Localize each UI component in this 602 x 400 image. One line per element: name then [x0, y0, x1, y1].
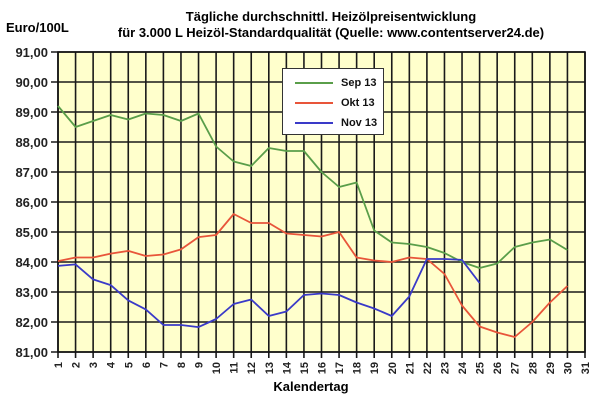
x-tick-label: 15 — [299, 362, 311, 374]
x-tick-label: 14 — [281, 361, 293, 374]
legend-item-nov: Nov 13 — [295, 117, 377, 129]
series-line-sep-13 — [57, 105, 568, 269]
y-tick-label: 85,00 — [15, 225, 48, 240]
x-tick-label: 16 — [317, 362, 329, 374]
series-line-okt-13 — [57, 213, 569, 338]
series-line-nov-13 — [57, 258, 481, 329]
x-tick-label: 23 — [439, 362, 451, 374]
y-tick-label: 90,00 — [15, 75, 48, 90]
chart-title-line2: für 3.000 L Heizöl-Standardqualität (Que… — [117, 25, 545, 40]
x-tick-label: 4 — [106, 361, 118, 368]
x-tick-label: 8 — [176, 362, 188, 368]
x-tick-label: 3 — [88, 362, 100, 368]
legend-swatch-okt — [295, 102, 333, 104]
x-tick-label: 13 — [264, 362, 276, 374]
chart-title-line1: Tägliche durchschnittl. Heizölpreisentwi… — [185, 9, 477, 24]
x-tick-label: 22 — [422, 362, 434, 374]
legend-label-sep: Sep 13 — [341, 77, 377, 89]
plot-frame — [57, 51, 586, 353]
x-tick-label: 24 — [457, 361, 469, 374]
x-tick-label: 1 — [53, 362, 65, 368]
x-tick-label: 25 — [475, 362, 487, 374]
y-tick-label: 84,00 — [15, 255, 48, 270]
x-tick-label: 21 — [404, 362, 416, 374]
x-tick-label: 9 — [194, 362, 206, 368]
x-tick-label: 7 — [158, 362, 170, 368]
legend-item-sep: Sep 13 — [295, 77, 376, 89]
y-tick-label: 81,00 — [15, 345, 48, 360]
legend-item-okt: Okt 13 — [295, 97, 375, 109]
x-tick-label: 11 — [229, 362, 241, 374]
y-tick-label: 91,00 — [15, 45, 48, 60]
x-tick-label: 18 — [352, 362, 364, 374]
x-tick-label: 19 — [369, 362, 381, 374]
y-tick-label: 88,00 — [15, 135, 48, 150]
x-axis-label: Kalendertag — [273, 379, 349, 394]
y-axis-unit: Euro/100L — [6, 20, 69, 35]
y-tick-label: 87,00 — [15, 165, 48, 180]
x-tick-label: 20 — [387, 362, 399, 374]
y-tick-label: 89,00 — [15, 105, 48, 120]
x-tick-label: 2 — [71, 362, 83, 368]
x-tick-label: 5 — [123, 362, 135, 368]
legend-swatch-nov — [295, 122, 333, 124]
x-tick-label: 17 — [334, 362, 346, 374]
legend-label-nov: Nov 13 — [341, 117, 378, 129]
y-tick-label: 83,00 — [15, 285, 48, 300]
x-tick-label: 27 — [510, 362, 522, 374]
x-tick-label: 12 — [246, 362, 258, 374]
x-tick-label: 10 — [211, 362, 223, 374]
chart-legend: Sep 13 Okt 13 Nov 13 — [282, 68, 384, 135]
legend-label-okt: Okt 13 — [341, 97, 375, 109]
x-tick-label: 30 — [562, 362, 574, 374]
x-tick-label: 31 — [580, 362, 592, 374]
y-tick-label: 82,00 — [15, 315, 48, 330]
x-tick-label: 28 — [527, 362, 539, 374]
legend-swatch-sep — [295, 82, 333, 84]
y-tick-label: 86,00 — [15, 195, 48, 210]
x-tick-label: 29 — [545, 362, 557, 374]
x-tick-label: 26 — [492, 362, 504, 374]
x-tick-label: 6 — [141, 362, 153, 368]
